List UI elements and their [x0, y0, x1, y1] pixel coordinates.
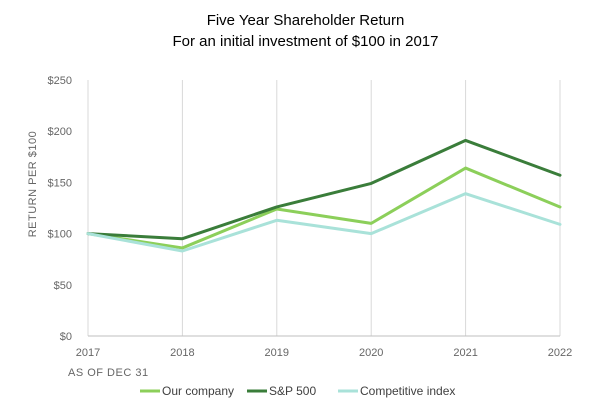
legend-label: Our company: [162, 384, 234, 398]
y-tick-label: $150: [48, 177, 72, 189]
y-tick-label: $100: [48, 229, 72, 241]
y-axis-ticks: $0 $50 $100 $150 $200 $250: [48, 75, 72, 343]
x-tick-label: 2018: [170, 347, 194, 359]
series-line: [86, 192, 562, 253]
y-tick-label: $200: [48, 126, 72, 138]
chart-title: Five Year Shareholder Return: [206, 12, 405, 29]
x-tick-label: 2021: [453, 347, 477, 359]
y-tick-label: $250: [48, 75, 72, 87]
y-tick-label: $0: [60, 331, 72, 343]
legend-label: Competitive index: [360, 384, 455, 398]
series-lines: [86, 138, 562, 253]
x-tick-label: 2017: [76, 347, 100, 359]
x-axis-label: AS OF DEC 31: [68, 367, 149, 379]
x-tick-label: 2020: [359, 347, 383, 359]
series-line: [86, 138, 562, 241]
x-tick-label: 2019: [265, 347, 289, 359]
chart-subtitle: For an initial investment of $100 in 201…: [172, 33, 439, 50]
y-tick-label: $50: [54, 280, 72, 292]
y-axis-label: RETURN PER $100: [27, 131, 39, 238]
x-axis-ticks: 2017 2018 2019 2020 2021 2022: [76, 347, 572, 359]
legend: Our company S&P 500 Competitive index: [140, 384, 455, 398]
x-tick-label: 2022: [548, 347, 572, 359]
legend-label: S&P 500: [269, 384, 316, 398]
grid: [87, 80, 561, 337]
series-line: [86, 166, 562, 250]
